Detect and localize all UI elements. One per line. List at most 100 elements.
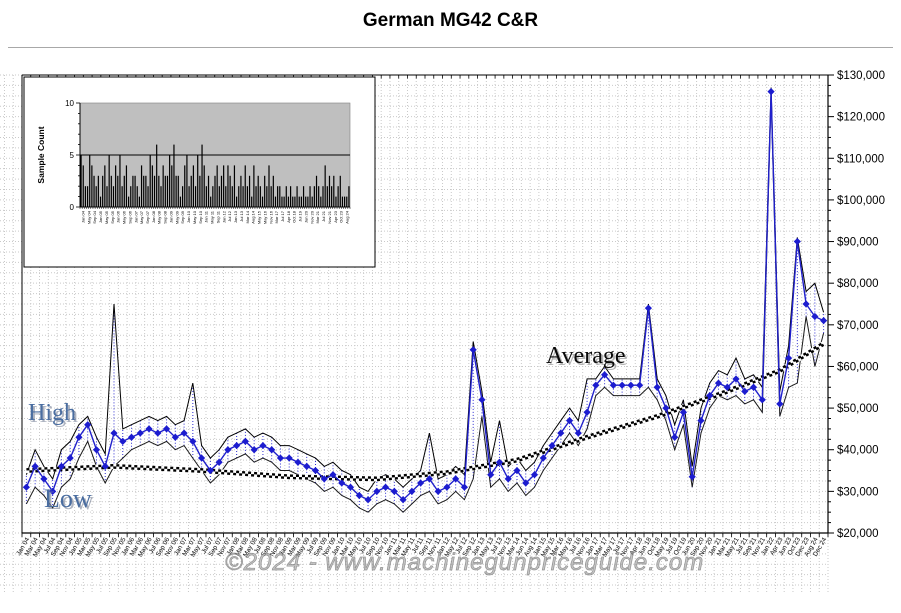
average-point bbox=[749, 383, 758, 391]
inset-x-tick-label: Jul 17 bbox=[280, 210, 285, 221]
sample-count-bar bbox=[186, 155, 188, 207]
y-tick-label: $50,000 bbox=[837, 403, 879, 415]
sample-count-bar bbox=[309, 186, 311, 207]
average-point bbox=[224, 446, 232, 454]
inset-y-tick-label: 0 bbox=[70, 203, 75, 212]
average-point bbox=[408, 487, 416, 495]
sample-count-bar bbox=[169, 155, 171, 207]
sample-count-bar bbox=[110, 175, 112, 207]
sample-count-bar bbox=[296, 186, 298, 207]
average-point bbox=[425, 475, 433, 483]
inset-x-tick-label: Jan 05 bbox=[98, 210, 103, 223]
sample-count-bar bbox=[160, 186, 162, 207]
sample-count-bar bbox=[99, 196, 102, 207]
average-point bbox=[574, 429, 582, 437]
inset-x-tick-label: Jul 19 bbox=[298, 210, 303, 221]
sample-count-bar bbox=[162, 165, 164, 207]
average-point bbox=[732, 375, 740, 383]
sample-count-bar bbox=[240, 175, 242, 207]
sample-count-bar bbox=[315, 175, 318, 207]
inset-x-tick-label: Mar 21 bbox=[315, 210, 320, 223]
average-point bbox=[145, 425, 153, 433]
y-tick-label: $70,000 bbox=[837, 320, 879, 332]
average-point bbox=[127, 433, 136, 441]
inset-x-tick-label: May 08 bbox=[157, 210, 162, 224]
sample-count-bar bbox=[164, 175, 166, 207]
sample-count-bar bbox=[279, 186, 281, 207]
sample-count-bar bbox=[324, 165, 326, 207]
sample-count-bar bbox=[220, 175, 223, 207]
average-point bbox=[206, 466, 214, 475]
sample-count-bar bbox=[190, 175, 192, 207]
inset-x-tick-label: Jan 10 bbox=[186, 210, 191, 223]
average-point bbox=[636, 381, 644, 389]
sample-count-bar bbox=[290, 186, 292, 207]
average-point bbox=[276, 454, 285, 462]
sample-count-bar bbox=[244, 165, 246, 207]
sample-count-bar bbox=[341, 196, 344, 207]
sample-count-bar bbox=[233, 165, 236, 207]
sample-count-bar bbox=[283, 196, 285, 207]
sample-count-bar bbox=[270, 186, 272, 207]
average-point bbox=[215, 458, 223, 466]
sample-count-bar bbox=[93, 175, 95, 207]
sample-count-bar bbox=[339, 175, 341, 207]
sample-count-bar bbox=[335, 196, 337, 207]
inset-x-tick-label: Apr 23 bbox=[333, 210, 338, 223]
sample-count-bar bbox=[292, 196, 294, 207]
sample-count-bar bbox=[298, 196, 300, 207]
trend-line bbox=[26, 341, 825, 482]
sample-count-bar bbox=[194, 186, 197, 207]
sample-count-bar bbox=[184, 165, 186, 207]
average-point bbox=[364, 496, 372, 504]
average-point bbox=[784, 354, 793, 362]
sample-count-bar bbox=[80, 155, 82, 207]
inset-x-tick-label: May 04 bbox=[86, 210, 91, 224]
average-point bbox=[75, 433, 83, 441]
average-point bbox=[802, 300, 810, 308]
sample-count-bar bbox=[287, 196, 290, 207]
sample-count-bar bbox=[121, 186, 123, 207]
average-point bbox=[530, 471, 539, 479]
sample-count-bar bbox=[210, 196, 212, 207]
sample-count-bar bbox=[197, 155, 199, 207]
sample-count-bar bbox=[149, 155, 151, 207]
average-point bbox=[233, 441, 241, 450]
sample-count-bar bbox=[264, 175, 266, 207]
average-point bbox=[259, 441, 267, 450]
average-point bbox=[346, 483, 355, 491]
sample-count-bar bbox=[322, 186, 324, 207]
sample-count-bar bbox=[311, 196, 313, 207]
sample-count-bar bbox=[305, 196, 307, 207]
average-point bbox=[180, 429, 188, 437]
sample-count-bar bbox=[320, 196, 322, 207]
average-point bbox=[66, 454, 74, 462]
average-point bbox=[679, 408, 688, 416]
inset-x-tick-label: Aug 14 bbox=[251, 210, 256, 223]
average-point bbox=[539, 454, 547, 462]
sample-count-bar bbox=[212, 186, 214, 207]
average-markers bbox=[22, 88, 828, 504]
average-point bbox=[478, 396, 486, 404]
inset-x-tick-label: May 07 bbox=[139, 210, 144, 224]
sample-count-bar bbox=[123, 175, 125, 207]
sample-count-bar bbox=[266, 186, 268, 207]
inset-x-tick-label: Oct 23 bbox=[339, 210, 344, 223]
inset-x-tick-label: Sep 08 bbox=[163, 210, 168, 223]
average-point bbox=[40, 475, 48, 483]
sample-count-bar bbox=[134, 175, 136, 207]
sample-count-bar bbox=[326, 186, 328, 207]
average-point bbox=[154, 429, 162, 437]
sample-count-bar bbox=[255, 186, 257, 207]
sample-count-bar bbox=[153, 175, 156, 207]
sample-count-bar bbox=[207, 175, 210, 207]
average-point bbox=[671, 433, 679, 441]
average-point bbox=[171, 433, 179, 441]
sample-count-bar bbox=[331, 186, 333, 207]
inset-x-tick-label: Aug 24 bbox=[345, 210, 350, 223]
sample-count-bar bbox=[201, 144, 203, 207]
inset-x-tick-label: Jan 04 bbox=[80, 210, 85, 223]
sample-count-bar bbox=[91, 165, 93, 207]
sample-count-bar bbox=[173, 144, 175, 207]
sample-count-bar bbox=[257, 175, 259, 207]
